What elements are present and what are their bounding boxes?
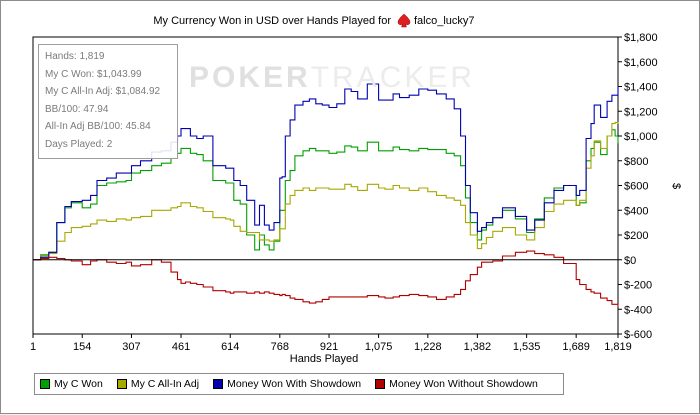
chart-title-group: My Currency Won in USD over Hands Played… xyxy=(153,13,475,28)
y-tick-label: $800 xyxy=(624,156,648,168)
x-tick-label: 1,382 xyxy=(464,341,492,353)
x-tick-label: 768 xyxy=(271,341,289,353)
stat-line: All-In Adj BB/100: 45.84 xyxy=(45,121,151,133)
y-tick-label: $1,800 xyxy=(624,32,658,44)
series-line-4 xyxy=(33,250,619,307)
y-tick-label: $0 xyxy=(624,255,636,267)
y-tick-label: $1,600 xyxy=(624,57,658,69)
watermark-part1: POKER xyxy=(189,61,311,94)
y-tick-label: $200 xyxy=(624,230,648,242)
chart-title: My Currency Won in USD over Hands Played… xyxy=(153,15,391,27)
y-tick-label: $1,400 xyxy=(624,82,658,94)
pokertracker-watermark: POKERTRACKER xyxy=(189,61,475,95)
legend-label: Money Won Without Showdown xyxy=(389,378,538,390)
player-name: falco_lucky7 xyxy=(414,15,475,27)
x-tick-label: 1,075 xyxy=(365,341,393,353)
y-tick-label: $-600 xyxy=(624,329,652,341)
legend-label: My C All-In Adj xyxy=(130,378,200,390)
watermark-part2: TRACKER xyxy=(310,61,476,94)
x-tick-label: 461 xyxy=(172,341,190,353)
legend-item: Money Won With Showdown xyxy=(213,378,361,390)
legend-swatch xyxy=(375,379,386,389)
y-axis: $-600 $-400 $-200 $0 $200 $400 $600 $800 $1,000 $… xyxy=(618,32,658,341)
x-tick-label: 1,228 xyxy=(414,341,442,353)
y-tick-label: $400 xyxy=(624,205,648,217)
stat-line: Hands: 1,819 xyxy=(45,51,105,62)
stat-line: My C Won: $1,043.99 xyxy=(45,68,142,80)
legend-swatch xyxy=(40,379,50,389)
x-tick-label: 154 xyxy=(73,341,91,353)
legend-label: Money Won With Showdown xyxy=(227,378,362,390)
legend-swatch xyxy=(116,379,127,389)
x-tick-label: 1,819 xyxy=(604,341,632,353)
chart-legend: My C Won My C All-In Adj Money Won With Sh… xyxy=(34,373,564,395)
y-tick-label: $-200 xyxy=(624,280,652,292)
legend-item: My C All-In Adj xyxy=(116,378,200,390)
y-tick-label: $600 xyxy=(624,181,648,193)
x-tick-label: 307 xyxy=(122,341,140,353)
stats-box: Hands: 1,819 My C Won: $1,043.99 My C All-… xyxy=(38,44,178,159)
legend-swatch xyxy=(213,379,224,389)
x-axis-label: Hands Played xyxy=(290,353,359,365)
legend-label: My C Won xyxy=(54,378,103,390)
y-axis-label: $ xyxy=(670,183,682,189)
x-tick-label: 1,689 xyxy=(562,341,590,353)
x-tick-label: 614 xyxy=(221,341,239,353)
y-tick-label: $1,200 xyxy=(624,106,658,118)
x-tick-label: 1 xyxy=(30,341,36,353)
x-tick-label: 921 xyxy=(320,341,338,353)
legend-item: My C Won xyxy=(40,378,103,390)
stat-line: My C All-In Adj: $1,084.92 xyxy=(45,86,161,98)
y-tick-label: $-400 xyxy=(624,304,652,316)
y-tick-label: $1,000 xyxy=(624,131,658,143)
stat-line: BB/100: 47.94 xyxy=(45,103,109,115)
legend-item: Money Won Without Showdown xyxy=(375,378,538,390)
stat-line: Days Played: 2 xyxy=(45,138,113,150)
spade-icon xyxy=(397,13,411,28)
x-axis: 1 154 307 461 614 768 921 1,075 1,228 1,382 1,535 1… xyxy=(30,334,632,353)
x-tick-label: 1,535 xyxy=(513,341,541,353)
